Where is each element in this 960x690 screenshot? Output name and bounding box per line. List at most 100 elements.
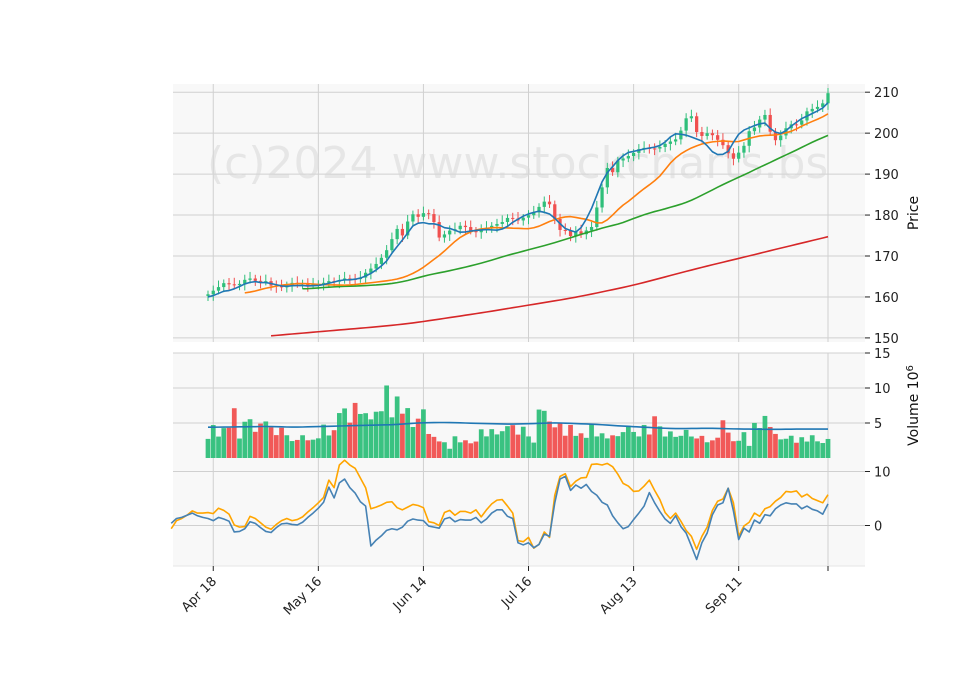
volume-bar: [510, 425, 516, 458]
price-tick-label: 160: [874, 291, 899, 306]
candle-body: [553, 204, 557, 219]
candle-body: [731, 153, 736, 159]
volume-bar: [825, 438, 831, 458]
candle-body: [500, 222, 504, 224]
volume-bar: [757, 428, 763, 458]
candle-body: [794, 124, 799, 126]
sma20-line: [302, 134, 829, 290]
candle-body: [810, 108, 814, 112]
volume-bar: [636, 436, 642, 458]
candle-body: [321, 282, 326, 284]
volume-bar: [431, 436, 437, 458]
candle-body: [763, 114, 767, 120]
volume-bar: [536, 409, 542, 458]
volume-bar: [589, 423, 594, 458]
candle-body: [800, 120, 804, 125]
candle-body: [595, 207, 599, 228]
volume-bar: [300, 435, 305, 458]
volume-bar: [767, 426, 773, 458]
volume-bar: [804, 441, 810, 458]
sma10-line: [244, 113, 829, 294]
volume-bar: [310, 439, 316, 458]
volume-bar: [562, 435, 568, 458]
candle-body: [752, 127, 757, 132]
volume-bar: [494, 434, 500, 458]
volume-bar: [746, 445, 752, 458]
macd-signal-line: [170, 459, 829, 551]
volume-bar: [415, 418, 421, 458]
volume-bar: [452, 436, 458, 458]
volume-bar: [347, 422, 353, 458]
volume-ma-line: [208, 421, 828, 431]
candle-body: [815, 106, 820, 109]
candle-body: [237, 283, 242, 286]
candle-body: [442, 234, 447, 238]
volume-bar: [531, 442, 537, 458]
candle-body: [264, 281, 268, 283]
volume-bar: [788, 435, 794, 458]
volume-bar: [783, 438, 789, 458]
volume-bar: [242, 421, 248, 458]
volume-bar: [336, 413, 342, 458]
price-axis-title: Price: [906, 196, 922, 230]
volume-bar: [400, 413, 405, 458]
price-tick-label: 210: [874, 86, 899, 101]
volume-bar: [379, 411, 384, 458]
candle-body: [490, 225, 494, 228]
candle-body: [547, 201, 552, 205]
volume-bar: [410, 426, 416, 458]
volume-bar: [252, 431, 258, 458]
volume-bar: [268, 427, 274, 458]
candle-body: [222, 283, 226, 288]
volume-bar: [457, 442, 463, 458]
macd-tick-label: 0: [874, 520, 882, 535]
candle-body: [779, 135, 783, 141]
volume-bar: [289, 441, 295, 458]
volume-bar: [237, 438, 242, 458]
volume-bar: [368, 419, 374, 458]
volume-exponent: 6: [905, 365, 916, 371]
volume-bar: [515, 434, 521, 458]
macd-panel: [170, 459, 829, 561]
volume-bar: [499, 431, 505, 458]
candle-body: [406, 221, 410, 236]
volume-bar: [573, 435, 579, 458]
volume-bar: [715, 437, 721, 458]
volume-bar: [326, 435, 332, 458]
volume-bar: [473, 441, 479, 458]
candle-body: [684, 118, 688, 131]
macd-tick-label: 10: [874, 466, 891, 481]
volume-bar: [741, 432, 747, 458]
volume-bar: [421, 409, 426, 458]
volume-bar: [662, 436, 668, 458]
candle-body: [673, 139, 678, 142]
volume-bar: [720, 420, 726, 458]
volume-bar: [694, 438, 700, 458]
candle-body: [421, 213, 426, 217]
volume-bar: [646, 434, 652, 458]
watermark-text: (c)2024 www.stockcharts.bs: [207, 138, 828, 189]
volume-bar: [762, 415, 768, 458]
volume-bar: [389, 417, 395, 458]
volume-axis-title: Volume 106: [905, 365, 923, 446]
candle-body: [600, 187, 604, 208]
candle-body: [385, 250, 389, 258]
candle-body: [589, 227, 594, 231]
volume-bar: [731, 441, 736, 458]
candle-body: [621, 158, 625, 161]
volume-bar: [315, 438, 321, 458]
volume-bar: [578, 433, 584, 458]
candle-body: [374, 263, 378, 269]
candle-body: [432, 214, 436, 223]
candle-body: [695, 116, 699, 133]
volume-bar: [394, 396, 400, 458]
volume-bar: [331, 430, 337, 458]
volume-bar: [773, 433, 778, 458]
candle-body: [379, 257, 384, 264]
volume-bar: [210, 425, 216, 458]
candle-body: [526, 215, 531, 218]
volume-bar: [205, 438, 211, 458]
candle-body: [626, 156, 630, 159]
